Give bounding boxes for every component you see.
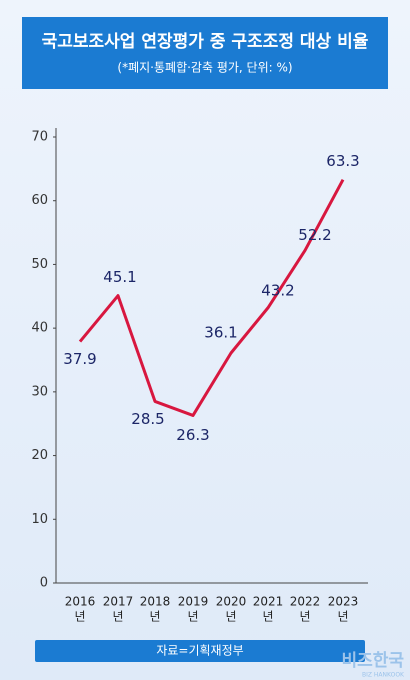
y-tick-label: 20 [31,448,48,463]
x-tick-label: 2022 [290,595,321,609]
x-tick-label: 2016 [65,595,96,609]
data-label: 37.9 [63,350,96,368]
y-tick-label: 70 [31,130,48,145]
watermark-sub: BIZ HANKOOK [362,672,405,679]
x-tick-label: 2023 [328,595,359,609]
y-tick-label: 40 [31,321,48,336]
x-tick-unit: 년 [299,610,310,624]
x-tick-unit: 년 [225,610,236,624]
y-tick-label: 10 [31,512,48,527]
x-tick-label: 2017 [103,595,134,609]
source-box [35,640,365,662]
data-label: 28.5 [131,410,164,428]
title-box [22,17,388,89]
y-tick-label: 30 [31,384,48,399]
data-label: 36.1 [204,323,237,341]
y-tick-label: 0 [40,576,48,591]
source: 자료=기획재정부 [156,644,243,658]
x-tick-label: 2021 [253,595,284,609]
x-tick-unit: 년 [74,610,85,624]
data-line [78,178,345,417]
x-tick-unit: 년 [187,610,198,624]
x-tick-unit: 년 [149,610,160,624]
data-label: 26.3 [176,426,209,444]
data-label: 63.3 [326,152,359,170]
y-tick-label: 50 [31,257,48,272]
x-tick-label: 2020 [216,595,247,609]
data-label: 43.2 [261,281,294,299]
x-tick-unit: 년 [112,610,123,624]
chart-title: 국고보조사업 연장평가 중 구조조정 대상 비율 [42,32,369,52]
x-tick-unit: 년 [262,610,273,624]
x-tick-unit: 년 [337,610,348,624]
watermark: 비즈한국 [341,651,404,671]
x-tick-label: 2019 [178,595,209,609]
data-label: 45.1 [103,268,136,286]
data-label: 52.2 [298,226,331,244]
chart-subtitle: (*폐지·통폐합·감축 평가, 단위: %) [117,61,292,75]
y-tick-label: 60 [31,193,48,208]
x-tick-label: 2018 [140,595,171,609]
